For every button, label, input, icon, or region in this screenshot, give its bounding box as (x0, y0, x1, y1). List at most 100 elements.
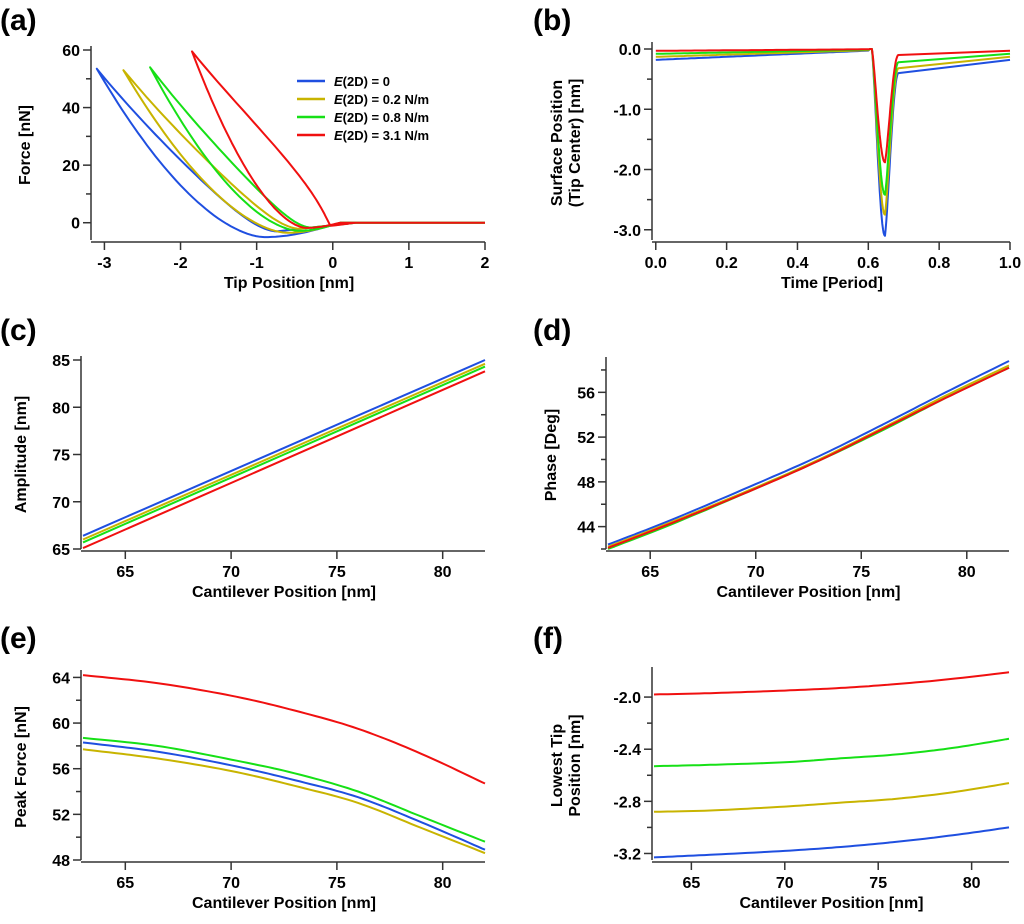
y-tick-label: -2.8 (613, 794, 641, 811)
y-axis-label: Lowest Tip (549, 724, 566, 807)
x-tick-label: 75 (869, 875, 887, 892)
x-axis-label: Cantilever Position [nm] (192, 584, 376, 601)
y-axis-label: Position [nm] (567, 714, 584, 816)
series-line-E0.2 (607, 364, 1010, 548)
x-tick-label: 0.6 (857, 255, 879, 272)
x-tick-label: -2 (173, 255, 187, 272)
y-axis-label: Surface Position (549, 80, 566, 206)
y-tick-label: -1.0 (613, 102, 641, 119)
series-line-E3.1 (191, 50, 485, 229)
x-axis-label: Tip Position [nm] (224, 275, 354, 292)
x-tick-label: 0.0 (645, 255, 667, 272)
x-tick-label: 0.8 (928, 255, 950, 272)
x-tick-label: 80 (434, 875, 452, 892)
y-axis-label: Force [nN] (17, 105, 34, 185)
y-tick-label: 85 (52, 353, 70, 370)
legend-rest: (2D) = 0 (343, 74, 390, 89)
series-line-E0.8 (655, 48, 1011, 196)
series-line-E0.8 (149, 66, 485, 232)
y-tick-label: 20 (62, 158, 80, 175)
legend-rest: (2D) = 0.8 N/m (343, 110, 429, 125)
x-tick-label: 2 (481, 255, 490, 272)
series-line-E0.2 (655, 48, 1011, 216)
x-tick-label: 65 (682, 875, 700, 892)
x-tick-label: 1 (404, 255, 413, 272)
y-tick-label: 40 (62, 101, 80, 118)
y-tick-label: 75 (52, 448, 70, 465)
series-line-E0.8 (82, 365, 486, 544)
y-tick-label: 64 (52, 670, 70, 687)
series-line-E3.1 (82, 674, 486, 785)
legend-label: E(2D) = 0.2 N/m (334, 92, 429, 107)
legend-rest: (2D) = 3.1 N/m (343, 128, 429, 143)
x-tick-label: 80 (434, 564, 452, 581)
x-tick-label: 80 (958, 564, 976, 581)
y-tick-label: 56 (577, 385, 595, 402)
series-line-E0.8 (653, 737, 1010, 768)
x-tick-label: 80 (963, 875, 981, 892)
series-line-E0 (655, 48, 1011, 237)
y-tick-label: 80 (52, 400, 70, 417)
x-tick-label: 65 (116, 875, 134, 892)
panel-label: (f) (533, 622, 563, 655)
y-tick-label: 70 (52, 495, 70, 512)
y-tick-label: 60 (52, 716, 70, 733)
panel-a: (a) 0 20 40 60 -3 -2 -1 0 1 2 Tip Position [nm] Forc… (0, 4, 490, 292)
series-line-E3.1 (655, 48, 1011, 164)
x-axis-label: Cantilever Position [nm] (716, 584, 900, 601)
series-line-E0 (653, 826, 1010, 859)
y-tick-label: 44 (577, 520, 595, 537)
panel-c: (c) 65 70 75 80 85 65 70 75 80 Cantilever Position… (0, 314, 486, 601)
x-tick-label: 70 (222, 875, 240, 892)
y-tick-label: -3.2 (613, 846, 641, 863)
series-line-E0.2 (122, 69, 485, 234)
x-tick-label: 0.4 (786, 255, 808, 272)
series-line-E0 (607, 360, 1010, 546)
panel-label: (a) (0, 4, 37, 37)
x-tick-label: 0 (328, 255, 337, 272)
y-tick-label: 48 (577, 475, 595, 492)
x-axis-label: Cantilever Position [nm] (739, 895, 923, 912)
y-tick-label: 60 (62, 43, 80, 60)
panel-e: (e) 48 52 56 60 64 65 70 75 80 Cantilever Position… (0, 622, 486, 912)
series-line-E0.2 (82, 362, 486, 541)
series-line-E0 (82, 741, 486, 851)
series-line-E0 (82, 359, 486, 537)
y-tick-label: 52 (577, 430, 595, 447)
x-tick-label: -3 (97, 255, 111, 272)
y-tick-label: 56 (52, 762, 70, 779)
panel-f: (f) -2.0 -2.4 -2.8 -3.2 65 70 75 80 Cantilever Po… (533, 622, 1010, 912)
y-axis-label: Peak Force [nN] (13, 706, 30, 828)
x-tick-label: 1.0 (999, 255, 1021, 272)
y-tick-label: 48 (52, 853, 70, 870)
x-tick-label: 0.2 (715, 255, 737, 272)
legend-label: E(2D) = 3.1 N/m (334, 128, 429, 143)
x-tick-label: 70 (776, 875, 794, 892)
x-axis-label: Time [Period] (781, 275, 883, 292)
y-axis-label: Amplitude [nm] (13, 396, 30, 513)
x-tick-label: 65 (641, 564, 659, 581)
x-tick-label: 75 (852, 564, 870, 581)
x-tick-label: 75 (328, 875, 346, 892)
x-axis-label: Cantilever Position [nm] (192, 895, 376, 912)
y-tick-label: 0 (71, 216, 80, 233)
y-axis-label: Phase [Deg] (543, 409, 560, 501)
x-tick-label: 70 (222, 564, 240, 581)
x-tick-label: -1 (250, 255, 264, 272)
legend-italic: E (334, 110, 343, 125)
series-line-E0.2 (653, 782, 1010, 813)
x-tick-label: 70 (747, 564, 765, 581)
x-tick-label: 75 (328, 564, 346, 581)
series-line-E3.1 (607, 366, 1010, 549)
legend: E(2D) = 0E(2D) = 0.2 N/mE(2D) = 0.8 N/mE… (297, 74, 429, 143)
legend-italic: E (334, 74, 343, 89)
panel-label: (b) (533, 4, 571, 37)
y-tick-label: -2.0 (613, 163, 641, 180)
panel-b: (b)0.0-1.0-2.0-3.00.0 0.2 0.4 0.6 0.8 1.0Time… (533, 4, 1021, 292)
panel-label: (e) (0, 622, 37, 655)
legend-label: E(2D) = 0.8 N/m (334, 110, 429, 125)
series-line-E3.1 (82, 370, 486, 550)
series-line-E0.8 (82, 736, 486, 843)
y-tick-label: -2.4 (613, 742, 641, 759)
